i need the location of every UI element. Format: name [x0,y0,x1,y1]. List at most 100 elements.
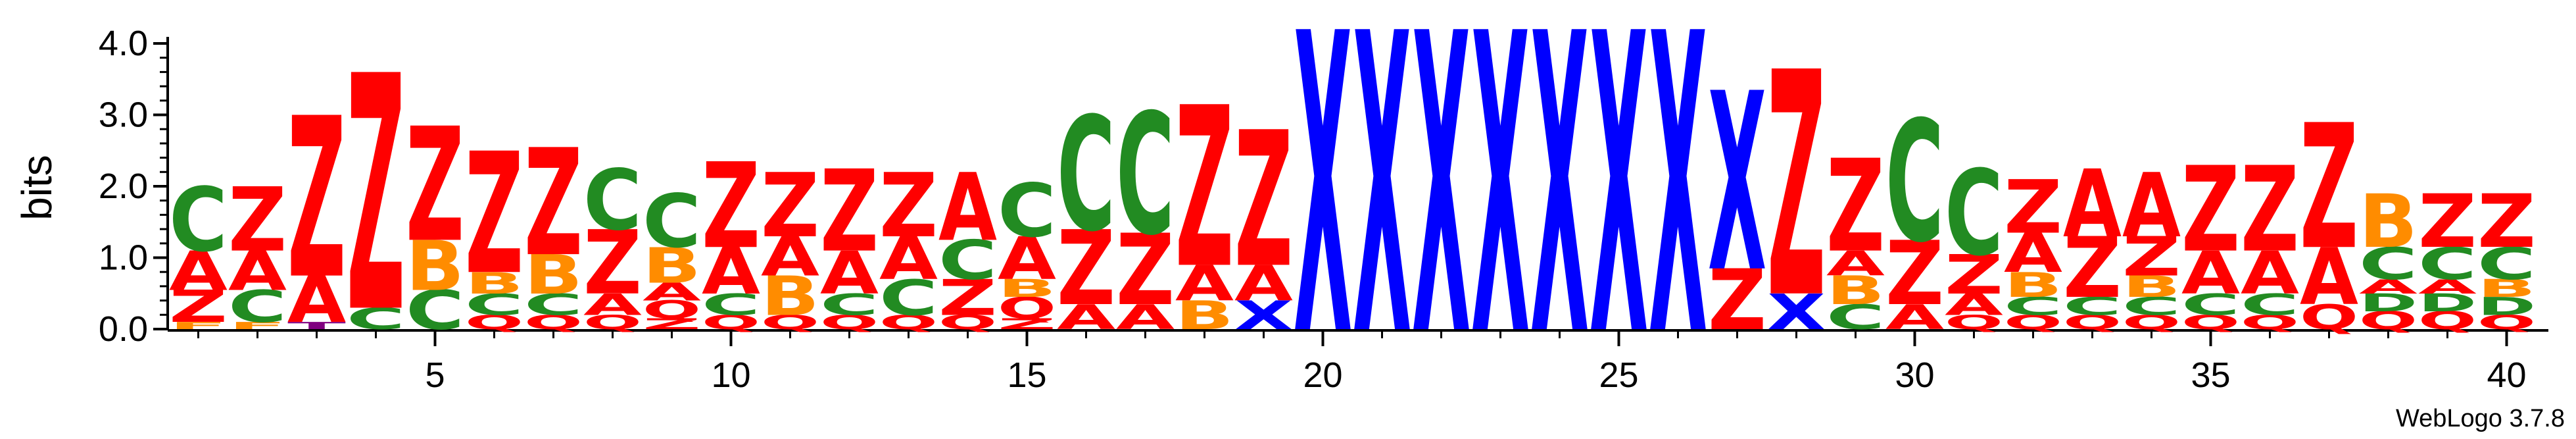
letter-B: B [524,243,583,306]
letter-C: C [2063,292,2122,321]
letter-Q: Q [2122,311,2181,334]
stack-position-25: X [1590,0,1648,427]
letter-D: D [2477,292,2536,321]
letter-Q: Q [2241,311,2299,334]
letter-Z: Z [2300,89,2358,288]
letter-Z: Z [2063,220,2122,317]
stack-position-24: X [1530,0,1589,427]
stack-position-18: BAZ [1175,61,1234,338]
letter-A: A [820,239,879,307]
letter-C: C [643,180,701,265]
letter-B: B [643,238,701,295]
stack-position-16: AZC [1057,84,1115,338]
letter-A: A [2004,222,2062,285]
letter-B: B [761,265,819,328]
letter-Z: Z [820,147,879,278]
letter-Z: Z [406,94,464,277]
letter-T: T [287,320,346,331]
letter-A: A [1885,297,1944,338]
stack-position-17: AZC [1116,78,1175,338]
stack-position-4: CZ [347,9,405,384]
letter-A: A [998,225,1056,294]
letter-A: A [2241,239,2299,307]
letter-Q: Q [2063,311,2122,334]
letter-Q: Q [879,311,938,334]
letter-A: A [938,154,997,263]
letter-Z: Z [228,170,287,272]
letter-Z: Z [998,315,1056,332]
x-tick-label: 10 [711,355,750,395]
letter-A: A [2181,239,2240,307]
letter-X: X [1530,0,1589,427]
letter-C: C [938,230,997,292]
letter-Q: Q [761,311,819,334]
letter-F: F [228,320,287,331]
letter-C: C [228,282,287,333]
y-tick-label: 0.0 [99,309,148,349]
letter-Z: Z [643,315,701,332]
letter-C: C [2418,239,2477,290]
letter-Q: Q [583,311,642,334]
letter-D: D [2359,289,2418,317]
letter-Q: Q [2181,311,2240,334]
stack-position-3: TAZ [287,72,346,338]
letter-B: B [465,266,523,300]
letter-Q: Q [524,311,583,334]
letter-Z: Z [2418,179,2477,265]
letter-A: A [2122,155,2181,258]
letter-Z: Z [1057,210,1115,329]
letter-C: C [1057,84,1115,267]
letter-Q: Q [643,296,701,324]
letter-Z: Z [2181,142,2240,278]
stack-position-22: X [1412,0,1470,427]
letter-Q: Q [2418,306,2477,335]
letter-Z: Z [1234,93,1293,309]
letter-C: C [820,288,879,322]
letter-A: A [643,278,701,307]
letter-A: A [1057,297,1115,338]
letter-C: C [879,270,938,327]
letter-Z: Z [2004,165,2062,250]
letter-Q: Q [820,311,879,334]
letter-A: A [2418,275,2477,298]
letter-Z: Z [1945,244,2003,307]
x-tick-label: 20 [1303,355,1342,395]
x-tick-label: 30 [1895,355,1934,395]
stack-position-5: CBZ [406,94,464,342]
letter-Z: Z [1708,252,1766,349]
letter-Q: Q [998,291,1056,325]
letter-Z: Z [879,155,938,257]
stack-position-27: ZX [1708,41,1766,349]
letter-Z: Z [1885,223,1944,325]
y-tick-label: 4.0 [99,24,148,63]
stack-position-19: XAZ [1234,93,1293,339]
letter-Z: Z [702,139,760,275]
letter-B: B [2477,274,2536,303]
letter-A: A [228,240,287,303]
letter-X: X [1708,41,1766,326]
stack-position-20: X [1294,0,1352,427]
letter-Q: Q [938,311,997,334]
letter-Z: Z [938,269,997,326]
letter-C: C [2181,288,2240,322]
letter-C: C [702,288,760,322]
letter-A: A [2300,231,2358,323]
letter-Z: Z [524,118,583,289]
y-tick-label: 3.0 [99,95,148,135]
stack-position-23: X [1471,0,1530,427]
